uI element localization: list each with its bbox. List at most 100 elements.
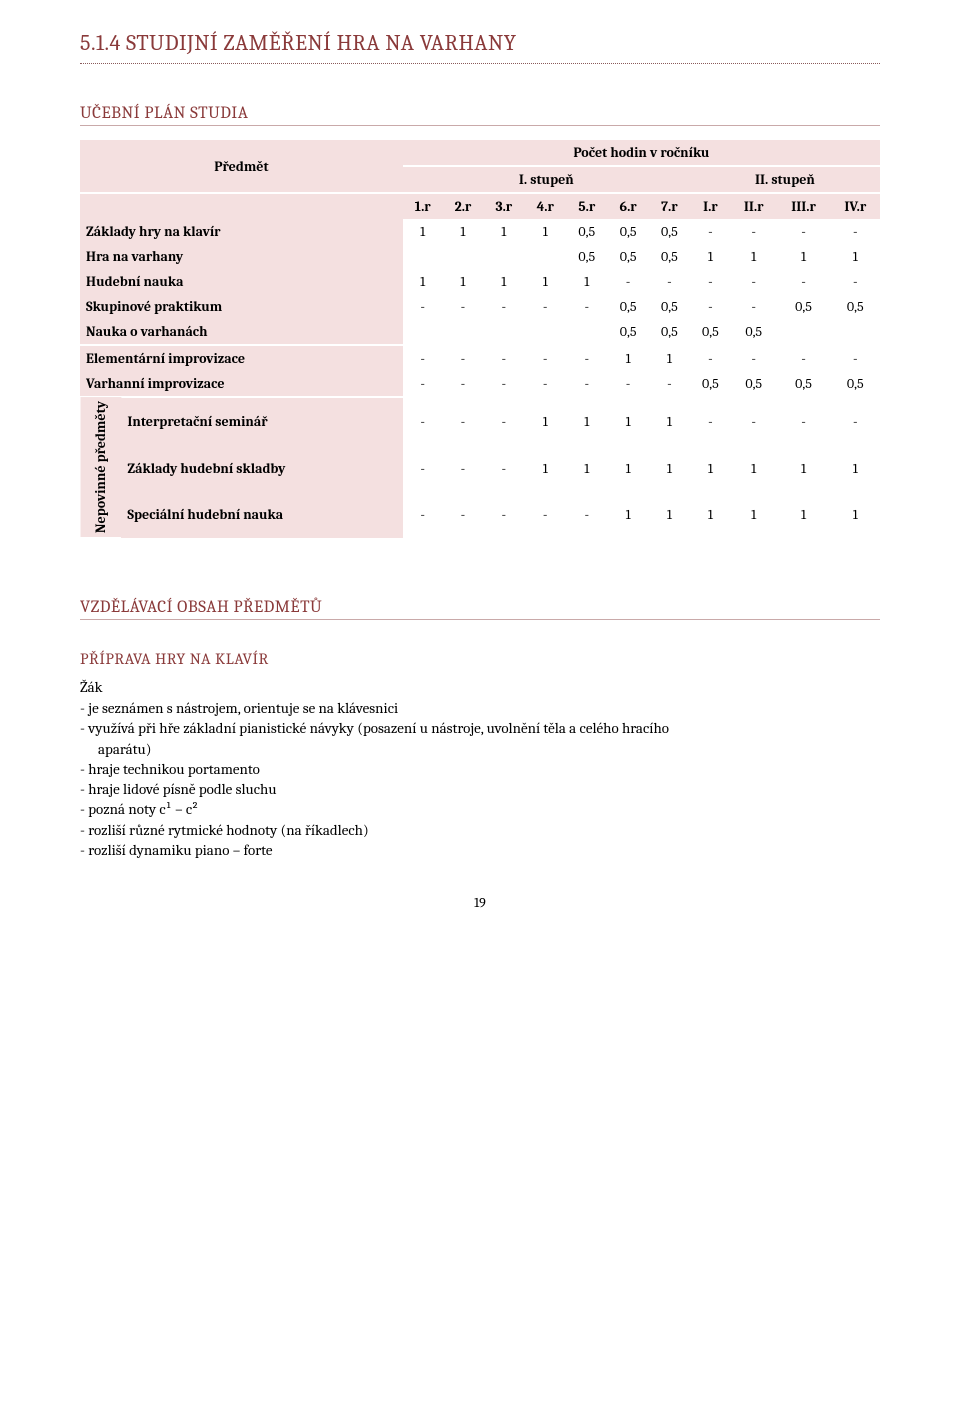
row-label: Základy hry na klavír: [80, 219, 403, 244]
list-item: hraje technikou portamento: [80, 759, 880, 779]
cell: [443, 244, 484, 269]
table-row: Základy hry na klavír11110,50,50,5----: [80, 219, 880, 244]
cell: 1: [524, 397, 566, 445]
cell: -: [483, 492, 524, 538]
cell: -: [690, 294, 731, 319]
list-item: hraje lidové písně podle sluchu: [80, 779, 880, 799]
cell: -: [566, 492, 607, 538]
year-header: I.r: [690, 193, 731, 219]
cell: 1: [524, 219, 566, 244]
study-plan-heading: UČEBNÍ PLÁN STUDIA: [80, 104, 880, 126]
cell: 0,5: [607, 319, 649, 345]
cell: -: [649, 371, 690, 397]
section-title-text: STUDIJNÍ ZAMĚŘENÍ HRA NA VARHANY: [126, 30, 516, 56]
page: 5.1.4 STUDIJNÍ ZAMĚŘENÍ HRA NA VARHANY U…: [0, 0, 960, 931]
row-label: Elementární improvizace: [80, 345, 403, 371]
cell: -: [403, 294, 443, 319]
cell: -: [483, 345, 524, 371]
cell: [483, 244, 524, 269]
cell: 1: [831, 492, 880, 538]
cell: -: [607, 269, 649, 294]
stupen2-header: II. stupeň: [690, 166, 880, 193]
cell: -: [483, 397, 524, 445]
cell: 0,5: [649, 244, 690, 269]
table-row: Základy hudební skladby---11111111: [80, 445, 880, 491]
study-plan-table: Předmět Počet hodin v ročníku I. stupeň …: [80, 140, 880, 538]
cell: [403, 244, 443, 269]
cell: 1: [690, 244, 731, 269]
cell: 1: [777, 244, 831, 269]
cell: 0,5: [649, 319, 690, 345]
cell: 1: [607, 345, 649, 371]
cell: -: [443, 345, 484, 371]
cell: 1: [566, 397, 607, 445]
cell: 1: [690, 492, 731, 538]
cell: 1: [566, 445, 607, 491]
cell: 0,5: [566, 219, 607, 244]
cell: 1: [607, 397, 649, 445]
cell: [777, 319, 831, 345]
year-header: 2.r: [443, 193, 484, 219]
cell: 0,5: [649, 219, 690, 244]
cell: -: [566, 345, 607, 371]
cell: -: [731, 269, 777, 294]
cell: -: [649, 269, 690, 294]
year-header: 6.r: [607, 193, 649, 219]
cell: -: [524, 371, 566, 397]
row-label: Interpretační seminář: [121, 397, 402, 445]
cell: 0,5: [777, 294, 831, 319]
cell: 1: [731, 445, 777, 491]
cell: 0,5: [831, 294, 880, 319]
cell: -: [403, 445, 443, 491]
section-title: 5.1.4 STUDIJNÍ ZAMĚŘENÍ HRA NA VARHANY: [80, 30, 880, 56]
blank-header: [80, 193, 403, 219]
cell: 0,5: [607, 244, 649, 269]
list-item: pozná noty c¹ – c²: [80, 799, 880, 819]
year-header: 3.r: [483, 193, 524, 219]
year-header: 7.r: [649, 193, 690, 219]
cell: -: [831, 269, 880, 294]
table-head: Předmět Počet hodin v ročníku I. stupeň …: [80, 140, 880, 219]
cell: -: [831, 219, 880, 244]
row-label: Varhanní improvizace: [80, 371, 403, 397]
table-row: Elementární improvizace-----11----: [80, 345, 880, 371]
cell: 1: [483, 219, 524, 244]
cell: -: [831, 345, 880, 371]
cell: 0,5: [607, 294, 649, 319]
cell: -: [443, 294, 484, 319]
cell: -: [731, 219, 777, 244]
cell: -: [566, 294, 607, 319]
cell: 1: [403, 269, 443, 294]
cell: 0,5: [566, 244, 607, 269]
list-item: je seznámen s nástrojem, orientuje se na…: [80, 698, 880, 718]
cell: [524, 319, 566, 345]
content-block: Žák je seznámen s nástrojem, orientuje s…: [80, 678, 880, 860]
cell: -: [443, 492, 484, 538]
cell: -: [524, 294, 566, 319]
cell: [566, 319, 607, 345]
cell: 1: [731, 244, 777, 269]
cell: 1: [483, 269, 524, 294]
cell: -: [483, 294, 524, 319]
divider: [80, 62, 880, 64]
cell: -: [524, 492, 566, 538]
row-label: Skupinové praktikum: [80, 294, 403, 319]
cell: -: [483, 371, 524, 397]
page-number: 19: [80, 894, 880, 911]
cell: -: [777, 345, 831, 371]
cell: -: [731, 345, 777, 371]
table-row: Skupinové praktikum-----0,50,5--0,50,5: [80, 294, 880, 319]
list-item: využívá při hře základní pianistické náv…: [80, 718, 880, 738]
list-item: rozliší dynamiku piano – forte: [80, 840, 880, 860]
count-header: Počet hodin v ročníku: [403, 140, 880, 166]
cell: 0,5: [731, 371, 777, 397]
cell: [403, 319, 443, 345]
prep-heading: PŘÍPRAVA HRY NA KLAVÍR: [80, 650, 880, 668]
list-item: aparátu): [80, 739, 880, 759]
bullet-list: je seznámen s nástrojem, orientuje se na…: [80, 698, 880, 860]
row-label: Nauka o varhanách: [80, 319, 403, 345]
cell: -: [566, 371, 607, 397]
cell: -: [690, 345, 731, 371]
cell: 0,5: [607, 219, 649, 244]
list-item: rozliší různé rytmické hodnoty (na říkad…: [80, 820, 880, 840]
